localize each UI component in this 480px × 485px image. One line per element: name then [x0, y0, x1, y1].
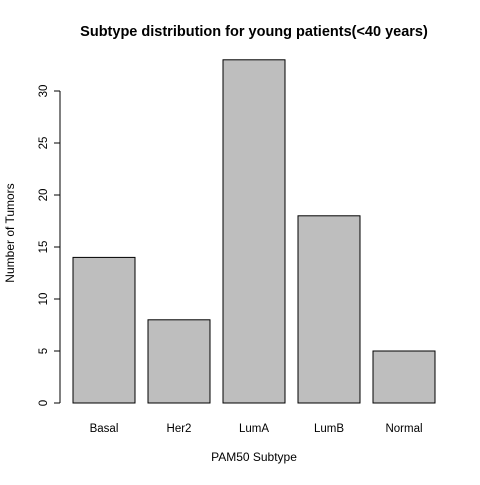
bar-basal: [72, 256, 136, 404]
y-tick-label: 15: [38, 241, 50, 254]
bar-luma: [222, 59, 286, 404]
y-tick-label: 20: [38, 189, 50, 202]
chart-title: Subtype distribution for young patients(…: [80, 24, 428, 40]
y-axis: 0 5 10 15 20 25 30: [38, 85, 61, 406]
x-tick-label-her2: Her2: [167, 423, 192, 435]
x-tick-labels: Basal Her2 LumA LumB Normal: [90, 423, 423, 435]
y-tick-label: 25: [38, 137, 50, 150]
y-axis-label: Number of Tumors: [3, 183, 17, 282]
bar-normal: [372, 350, 436, 404]
y-tick-label: 30: [38, 85, 50, 98]
y-tick-label: 5: [38, 348, 50, 354]
x-tick-label-lumb: LumB: [314, 423, 344, 435]
y-tick-label: 0: [38, 400, 50, 406]
bar-her2: [147, 319, 211, 404]
x-tick-label-basal: Basal: [90, 423, 119, 435]
bars: [72, 59, 436, 404]
x-tick-label-normal: Normal: [385, 423, 422, 435]
x-tick-label-luma: LumA: [239, 423, 269, 435]
x-axis-label: PAM50 Subtype: [211, 450, 297, 464]
y-tick-label: 10: [38, 293, 50, 306]
bar-lumb: [297, 215, 361, 404]
